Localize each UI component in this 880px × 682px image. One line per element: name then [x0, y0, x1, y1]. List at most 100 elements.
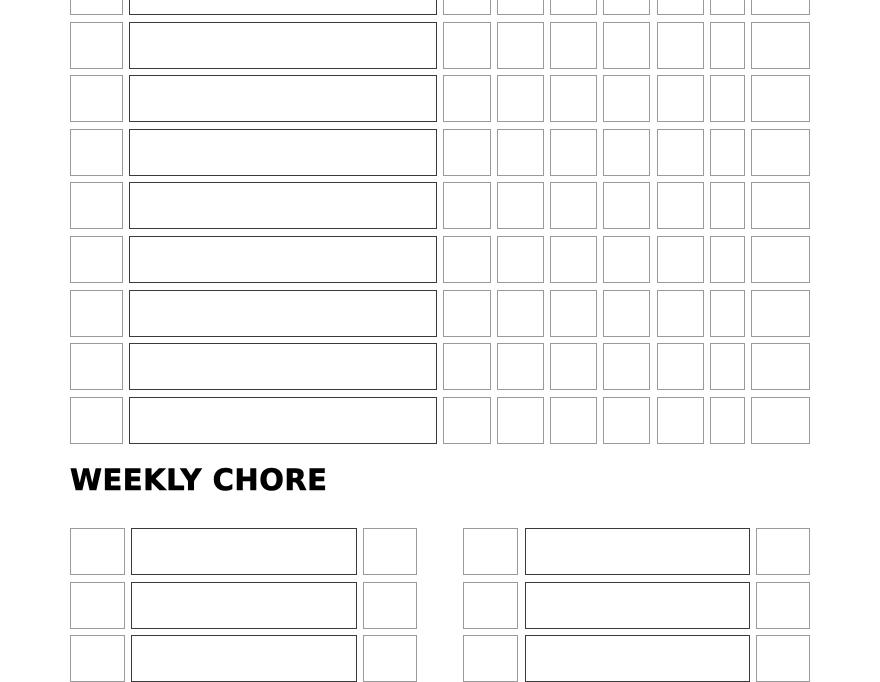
daily-row-2-day-box[interactable]: [657, 22, 704, 69]
daily-row-8-day-box[interactable]: [710, 343, 745, 390]
daily-row-9-day-box[interactable]: [497, 397, 544, 444]
daily-row-8-day-box[interactable]: [603, 343, 650, 390]
daily-row-7-day-box[interactable]: [657, 290, 704, 337]
weekly-col-1-row-3-done-box[interactable]: [363, 635, 417, 682]
daily-row-9-checkbox[interactable]: [70, 397, 123, 444]
weekly-col-1-row-1-checkbox[interactable]: [70, 528, 125, 575]
daily-row-1-day-box[interactable]: [443, 0, 491, 15]
daily-row-3-chore-field[interactable]: [129, 75, 437, 122]
daily-row-3-day-box[interactable]: [443, 75, 491, 122]
daily-row-1-checkbox[interactable]: [70, 0, 123, 15]
daily-row-7-day-box[interactable]: [443, 290, 491, 337]
weekly-col-2-row-1-done-box[interactable]: [756, 528, 810, 575]
daily-row-6-chore-field[interactable]: [129, 236, 437, 283]
weekly-col-2-row-1-checkbox[interactable]: [463, 528, 518, 575]
daily-row-7-day-box[interactable]: [550, 290, 597, 337]
daily-row-4-day-box[interactable]: [710, 129, 745, 176]
weekly-col-1-row-1-chore-field[interactable]: [131, 528, 357, 575]
daily-row-9-day-box[interactable]: [603, 397, 650, 444]
daily-row-6-total-box[interactable]: [751, 236, 810, 283]
daily-row-1-total-box[interactable]: [751, 0, 810, 15]
daily-row-4-day-box[interactable]: [443, 129, 491, 176]
daily-row-8-day-box[interactable]: [497, 343, 544, 390]
daily-row-2-checkbox[interactable]: [70, 22, 123, 69]
daily-row-2-day-box[interactable]: [550, 22, 597, 69]
daily-row-7-chore-field[interactable]: [129, 290, 437, 337]
daily-row-4-day-box[interactable]: [657, 129, 704, 176]
daily-row-8-chore-field[interactable]: [129, 343, 437, 390]
daily-row-3-day-box[interactable]: [497, 75, 544, 122]
daily-row-4-day-box[interactable]: [603, 129, 650, 176]
daily-row-3-day-box[interactable]: [657, 75, 704, 122]
daily-row-1-day-box[interactable]: [603, 0, 650, 15]
daily-row-2-chore-field[interactable]: [129, 22, 437, 69]
daily-row-5-checkbox[interactable]: [70, 182, 123, 229]
daily-row-8-total-box[interactable]: [751, 343, 810, 390]
daily-row-4-day-box[interactable]: [497, 129, 544, 176]
daily-row-3-day-box[interactable]: [710, 75, 745, 122]
weekly-col-1-row-2-checkbox[interactable]: [70, 582, 125, 629]
weekly-col-1-row-3-chore-field[interactable]: [131, 635, 357, 682]
daily-row-6-day-box[interactable]: [497, 236, 544, 283]
daily-row-4-chore-field[interactable]: [129, 129, 437, 176]
daily-row-7-total-box[interactable]: [751, 290, 810, 337]
daily-row-3-total-box[interactable]: [751, 75, 810, 122]
daily-row-5-day-box[interactable]: [657, 182, 704, 229]
daily-row-5-day-box[interactable]: [603, 182, 650, 229]
daily-row-9-day-box[interactable]: [657, 397, 704, 444]
daily-row-4-day-box[interactable]: [550, 129, 597, 176]
daily-row-5-day-box[interactable]: [443, 182, 491, 229]
daily-row-2-day-box[interactable]: [603, 22, 650, 69]
daily-row-9-day-box[interactable]: [550, 397, 597, 444]
daily-row-1-day-box[interactable]: [497, 0, 544, 15]
weekly-col-2-row-2-chore-field[interactable]: [525, 582, 750, 629]
daily-row-6-day-box[interactable]: [603, 236, 650, 283]
weekly-col-2-row-3-chore-field[interactable]: [525, 635, 750, 682]
daily-row-8-day-box[interactable]: [443, 343, 491, 390]
daily-row-2-total-box[interactable]: [751, 22, 810, 69]
daily-row-6-checkbox[interactable]: [70, 236, 123, 283]
daily-row-2-day-box[interactable]: [710, 22, 745, 69]
weekly-col-2-row-1-chore-field[interactable]: [525, 528, 750, 575]
weekly-col-2-row-2-done-box[interactable]: [756, 582, 810, 629]
daily-row-9-day-box[interactable]: [443, 397, 491, 444]
daily-row-8-day-box[interactable]: [550, 343, 597, 390]
daily-row-5-day-box[interactable]: [497, 182, 544, 229]
weekly-col-1-row-3-checkbox[interactable]: [70, 635, 125, 682]
weekly-col-1-row-1-done-box[interactable]: [363, 528, 417, 575]
weekly-col-2-row-2-checkbox[interactable]: [463, 582, 518, 629]
daily-row-5-total-box[interactable]: [751, 182, 810, 229]
daily-row-6-day-box[interactable]: [710, 236, 745, 283]
daily-row-1-day-box[interactable]: [550, 0, 597, 15]
daily-row-3-checkbox[interactable]: [70, 75, 123, 122]
daily-row-2-day-box[interactable]: [497, 22, 544, 69]
daily-row-3-day-box[interactable]: [603, 75, 650, 122]
daily-row-7-day-box[interactable]: [710, 290, 745, 337]
daily-row-6-day-box[interactable]: [443, 236, 491, 283]
daily-row-9-day-box[interactable]: [710, 397, 745, 444]
daily-row-5-chore-field[interactable]: [129, 182, 437, 229]
daily-row-4-total-box[interactable]: [751, 129, 810, 176]
daily-row-5-day-box[interactable]: [550, 182, 597, 229]
weekly-col-2-row-3-checkbox[interactable]: [463, 635, 518, 682]
daily-row-6-day-box[interactable]: [657, 236, 704, 283]
daily-row-6-day-box[interactable]: [550, 236, 597, 283]
daily-row-9-total-box[interactable]: [751, 397, 810, 444]
daily-row-9-chore-field[interactable]: [129, 397, 437, 444]
daily-row-8-day-box[interactable]: [657, 343, 704, 390]
daily-row-1-day-box[interactable]: [657, 0, 704, 15]
daily-row-5-day-box[interactable]: [710, 182, 745, 229]
daily-row-2-day-box[interactable]: [443, 22, 491, 69]
weekly-col-1-row-2-chore-field[interactable]: [131, 582, 357, 629]
weekly-chore-heading: WEEKLY CHORE: [70, 463, 328, 497]
daily-row-7-checkbox[interactable]: [70, 290, 123, 337]
daily-row-1-day-box[interactable]: [710, 0, 745, 15]
daily-row-8-checkbox[interactable]: [70, 343, 123, 390]
daily-row-3-day-box[interactable]: [550, 75, 597, 122]
daily-row-4-checkbox[interactable]: [70, 129, 123, 176]
daily-row-7-day-box[interactable]: [497, 290, 544, 337]
weekly-col-2-row-3-done-box[interactable]: [756, 635, 810, 682]
daily-row-1-chore-field[interactable]: [129, 0, 437, 15]
weekly-col-1-row-2-done-box[interactable]: [363, 582, 417, 629]
daily-row-7-day-box[interactable]: [603, 290, 650, 337]
